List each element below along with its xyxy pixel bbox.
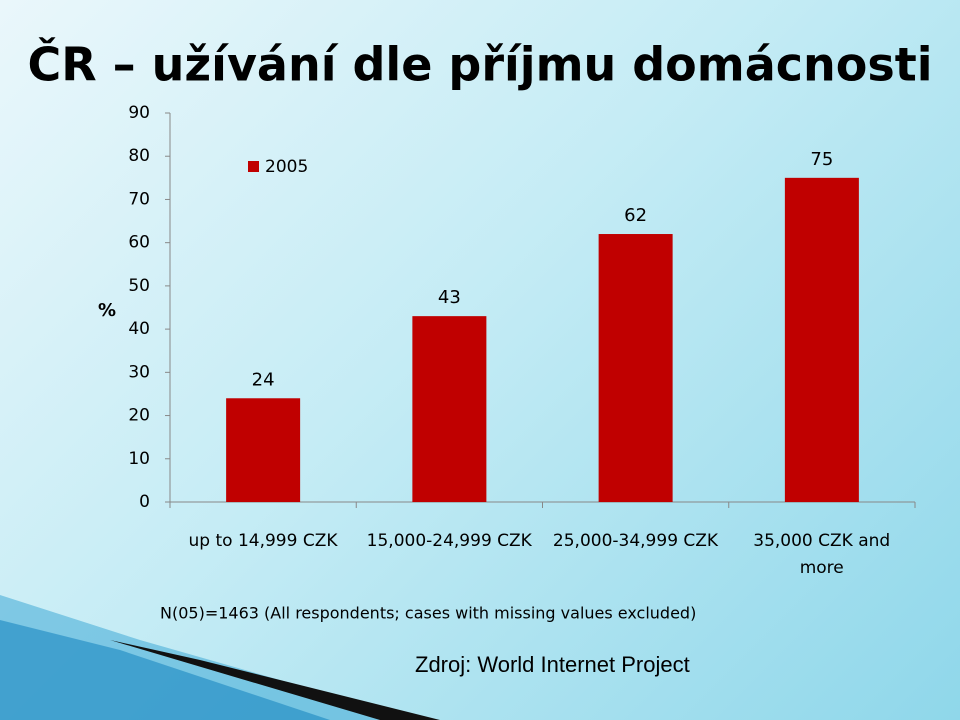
x-tick-label: 35,000 CZK and more bbox=[753, 531, 891, 578]
bar bbox=[226, 398, 301, 502]
y-tick-label: 80 bbox=[128, 146, 150, 166]
note: N(05)=1463 (All respondents; cases with … bbox=[160, 604, 696, 623]
y-tick-label: 10 bbox=[128, 449, 150, 469]
y-tick-label: 60 bbox=[128, 233, 150, 253]
data-label: 75 bbox=[810, 149, 833, 170]
y-tick-label: 90 bbox=[128, 103, 150, 123]
y-tick-label: 40 bbox=[128, 319, 150, 339]
source: Zdroj: World Internet Project bbox=[415, 652, 690, 677]
y-tick-label: 50 bbox=[128, 276, 150, 296]
x-tick-label: up to 14,999 CZK bbox=[188, 531, 338, 551]
legend-swatch bbox=[248, 161, 259, 172]
y-tick-label: 20 bbox=[128, 406, 150, 426]
data-label: 62 bbox=[624, 205, 647, 226]
y-axis-label: % bbox=[98, 300, 116, 321]
bar bbox=[784, 177, 859, 503]
y-tick-label: 30 bbox=[128, 362, 150, 382]
y-tick-label: 70 bbox=[128, 189, 150, 209]
x-tick-label: 15,000-24,999 CZK bbox=[366, 531, 532, 551]
x-tick-label: 25,000-34,999 CZK bbox=[552, 531, 719, 551]
decor bbox=[0, 620, 330, 720]
data-label: 43 bbox=[438, 287, 461, 308]
decor bbox=[110, 640, 440, 720]
bar bbox=[412, 316, 487, 502]
bar bbox=[598, 234, 673, 502]
legend-label: 2005 bbox=[265, 157, 308, 177]
y-tick-label: 0 bbox=[139, 492, 150, 512]
chart-title: ČR – užívání dle příjmu domácnosti bbox=[27, 38, 932, 92]
data-label: 24 bbox=[252, 369, 275, 390]
